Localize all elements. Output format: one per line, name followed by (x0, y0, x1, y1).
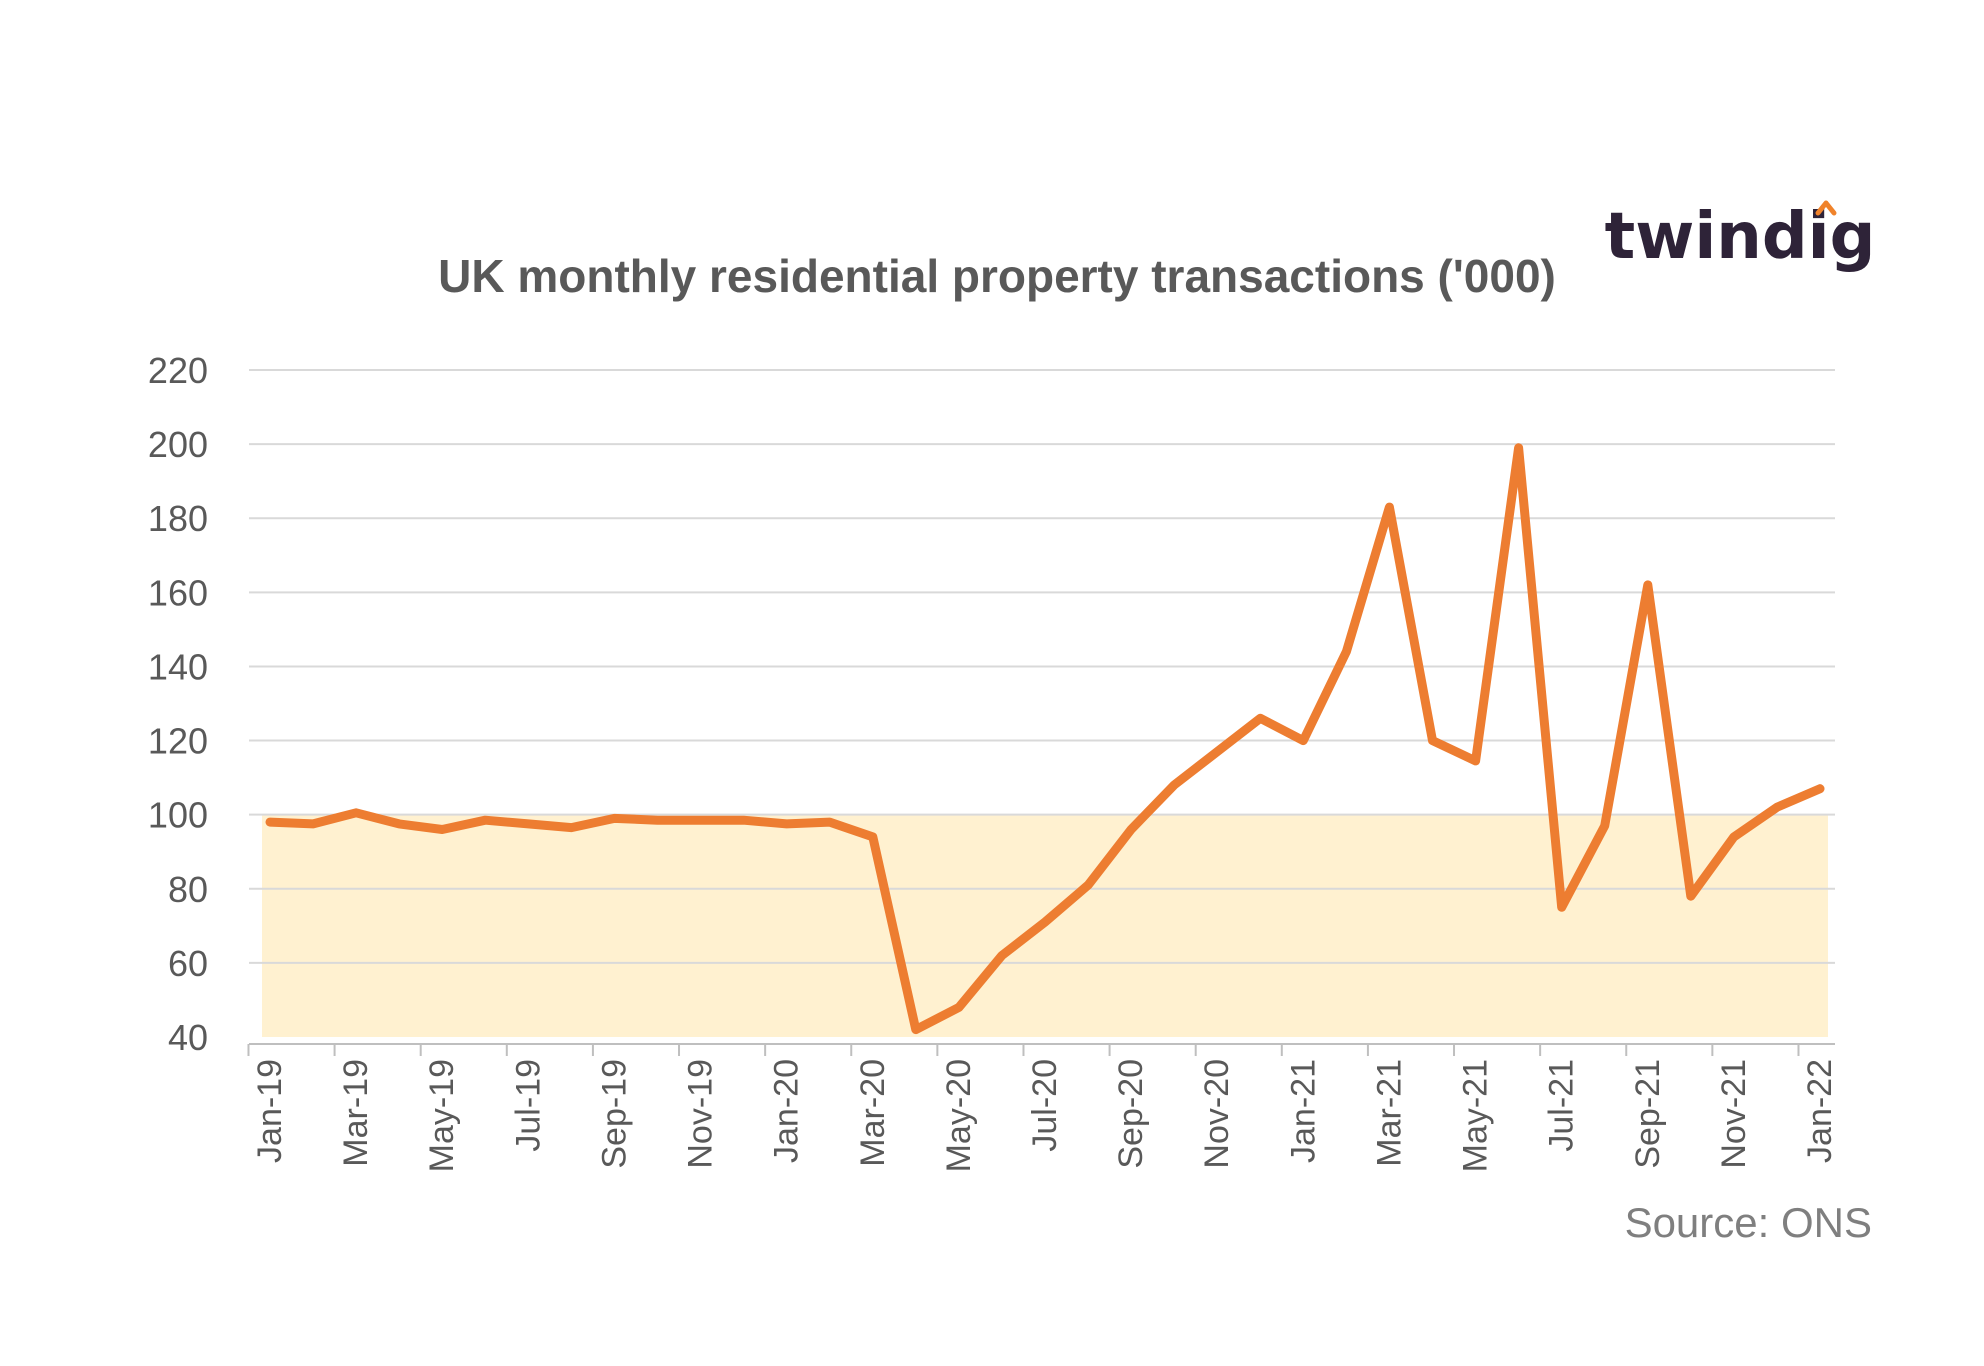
x-tick-label: May-20 (940, 1059, 978, 1172)
x-tick-label: Mar-20 (854, 1059, 892, 1167)
x-tick-label: Jan-19 (251, 1059, 289, 1163)
chart-title: UK monthly residential property transact… (438, 250, 1556, 302)
source-label: Source: ONS (1625, 1199, 1872, 1246)
x-tick-label: Jul-19 (509, 1059, 547, 1152)
y-tick-label: 160 (148, 572, 208, 613)
y-tick-label: 80 (168, 869, 208, 910)
series-line (265, 443, 1825, 1035)
x-tick-label: May-21 (1457, 1059, 1495, 1172)
x-tick-label: Nov-21 (1715, 1059, 1753, 1169)
y-tick-label: 40 (168, 1017, 208, 1058)
y-tick-label: 180 (148, 498, 208, 539)
y-tick-label: 60 (168, 943, 208, 984)
y-tick-label: 100 (148, 795, 208, 836)
x-tick-label: Nov-20 (1198, 1059, 1236, 1169)
x-tick-label: Jul-20 (1026, 1059, 1064, 1152)
logo-roof-icon (1815, 200, 1837, 216)
x-tick-label: Sep-21 (1629, 1059, 1667, 1169)
x-tick-label: Jan-21 (1284, 1059, 1322, 1163)
x-tick-label: Jan-22 (1801, 1059, 1839, 1163)
y-tick-label: 220 (148, 350, 208, 391)
y-tick-label: 200 (148, 424, 208, 465)
x-tick-label: Nov-19 (682, 1059, 720, 1169)
x-tick-label: Jul-21 (1543, 1059, 1581, 1152)
x-tick-label: Mar-21 (1370, 1059, 1408, 1167)
y-tick-label: 140 (148, 646, 208, 687)
x-tick-label: Sep-19 (595, 1059, 633, 1169)
x-tick-label: Sep-20 (1112, 1059, 1150, 1169)
y-tick-label: 120 (148, 721, 208, 762)
x-tick-label: Jan-20 (768, 1059, 806, 1163)
x-tick-label: Mar-19 (337, 1059, 375, 1167)
x-tick-label: May-19 (423, 1059, 461, 1172)
twindig-logo: twindig (1605, 200, 1876, 274)
logo-text: twindig (1605, 200, 1876, 274)
